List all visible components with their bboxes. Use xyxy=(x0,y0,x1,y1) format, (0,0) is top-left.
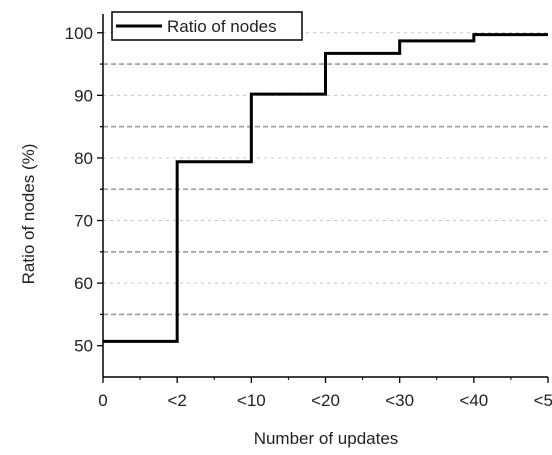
legend-label: Ratio of nodes xyxy=(167,17,277,36)
x-tick-label-2: <10 xyxy=(237,391,266,410)
legend: Ratio of nodes xyxy=(111,11,303,41)
x-tick-label-4: <30 xyxy=(385,391,414,410)
x-axis-title: Number of updates xyxy=(254,429,399,448)
x-tick-label-0: 0 xyxy=(98,391,107,410)
y-tick-label-90: 90 xyxy=(74,86,93,105)
axes: 50 60 70 80 90 100 0 <2 <10 <20 <30 <40 <50 xyxy=(65,14,552,410)
x-tick-label-1: <2 xyxy=(167,391,186,410)
y-axis-title: Ratio of nodes (%) xyxy=(19,144,38,285)
y-tick-label-70: 70 xyxy=(74,212,93,231)
series xyxy=(103,33,548,343)
y-tick-label-50: 50 xyxy=(74,337,93,356)
series-line-0 xyxy=(103,33,548,343)
x-tick-label-3: <20 xyxy=(311,391,340,410)
x-tick-label-5: <40 xyxy=(459,391,488,410)
x-tick-label-6: <50 xyxy=(534,391,552,410)
y-tick-label-100: 100 xyxy=(65,24,93,43)
y-tick-label-60: 60 xyxy=(74,274,93,293)
y-tick-label-80: 80 xyxy=(74,149,93,168)
